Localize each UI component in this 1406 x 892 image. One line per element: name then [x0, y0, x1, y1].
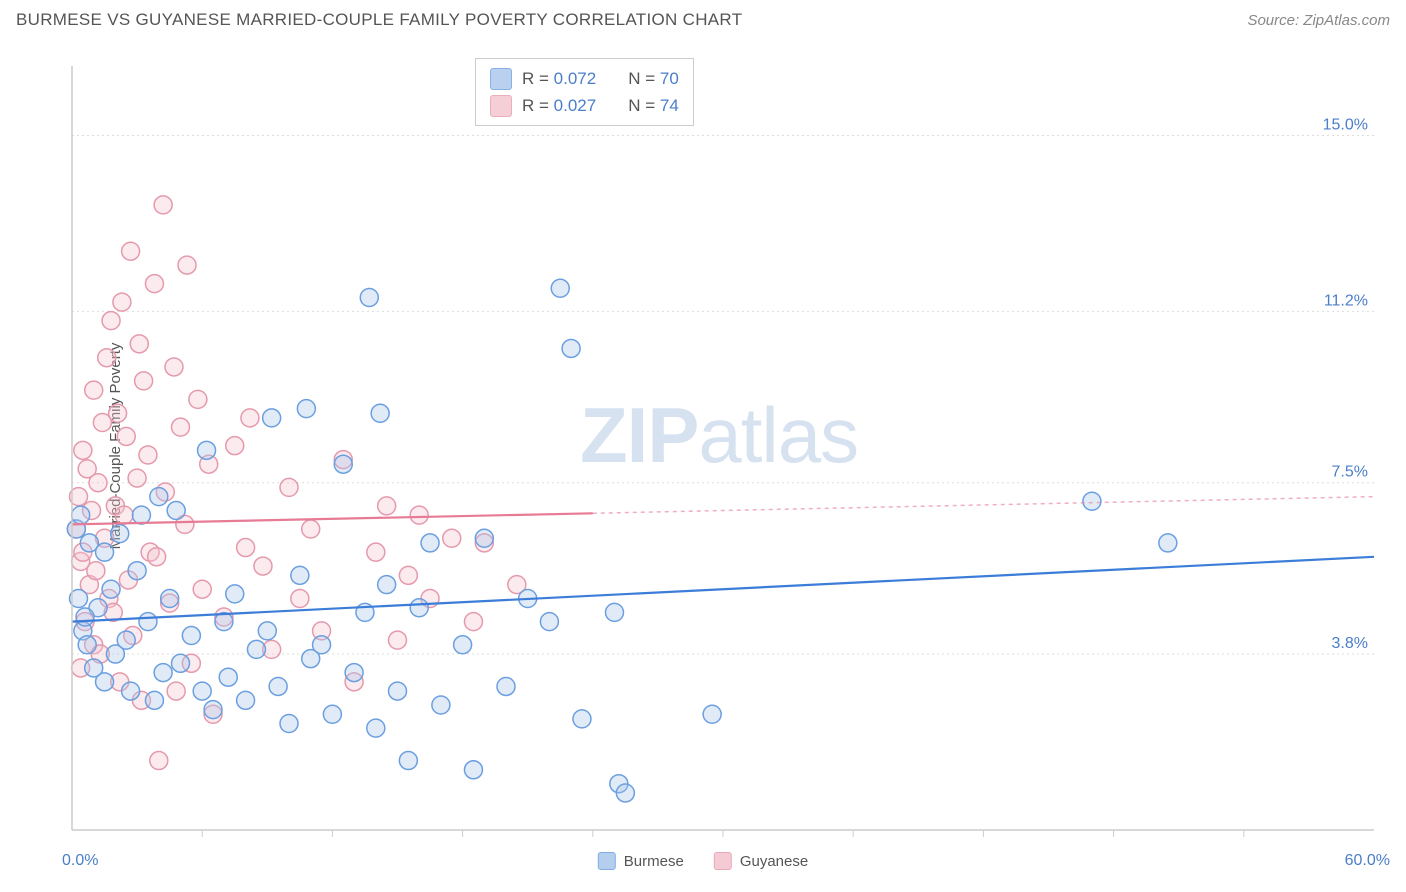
svg-text:3.8%: 3.8%: [1332, 635, 1368, 652]
legend-swatch: [490, 95, 512, 117]
x-axis-max-label: 60.0%: [1345, 852, 1390, 870]
series-legend: Burmese Guyanese: [598, 852, 808, 870]
chart-container: 3.8% 7.5% 11.2% 15.0%: [50, 50, 1390, 840]
legend-item: Burmese: [598, 852, 684, 870]
svg-text:11.2%: 11.2%: [1324, 292, 1368, 309]
correlation-legend: R = 0.072 N = 70 R = 0.027 N = 74: [475, 58, 694, 126]
legend-r-label: R = 0.072: [522, 65, 596, 92]
legend-label: Burmese: [624, 853, 684, 870]
legend-swatch: [714, 852, 732, 870]
scatter-chart: 3.8% 7.5% 11.2% 15.0%: [50, 50, 1390, 840]
legend-item: Guyanese: [714, 852, 808, 870]
chart-title: BURMESE VS GUYANESE MARRIED-COUPLE FAMIL…: [16, 10, 742, 30]
legend-label: Guyanese: [740, 853, 808, 870]
legend-swatch: [490, 68, 512, 90]
legend-r-label: R = 0.027: [522, 92, 596, 119]
x-axis-min-label: 0.0%: [62, 852, 98, 870]
legend-swatch: [598, 852, 616, 870]
legend-n-label: N = 70: [628, 65, 679, 92]
svg-text:7.5%: 7.5%: [1332, 464, 1368, 481]
legend-stat-row: R = 0.072 N = 70: [490, 65, 679, 92]
svg-text:15.0%: 15.0%: [1323, 116, 1368, 133]
source-attribution: Source: ZipAtlas.com: [1247, 12, 1390, 29]
legend-n-label: N = 74: [628, 92, 679, 119]
legend-stat-row: R = 0.027 N = 74: [490, 92, 679, 119]
